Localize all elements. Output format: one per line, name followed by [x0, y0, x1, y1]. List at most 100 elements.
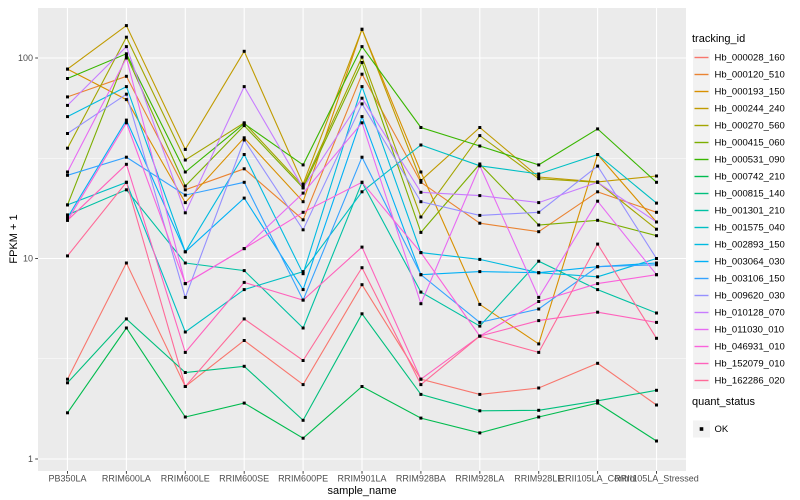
data-point — [301, 184, 305, 188]
data-point — [537, 342, 541, 346]
data-point — [183, 295, 187, 299]
data-point — [655, 403, 658, 407]
data-point — [301, 191, 305, 195]
data-point — [242, 122, 246, 126]
x-tick-label: RRII105LA_Stressed — [614, 474, 699, 484]
data-point — [301, 186, 305, 190]
data-point — [537, 230, 541, 234]
data-point — [301, 228, 305, 232]
data-point — [183, 147, 187, 151]
data-point — [419, 179, 423, 182]
data-point — [655, 273, 658, 277]
data-point — [66, 216, 69, 220]
data-point — [66, 203, 69, 207]
y-tick-label: 10 — [23, 254, 33, 264]
legend-label: Hb_152079_010 — [715, 359, 785, 370]
legend-label: Hb_000415_060 — [715, 138, 785, 149]
legend-label: Hb_002893_150 — [715, 240, 785, 251]
legend-label: Hb_000244_240 — [715, 104, 785, 115]
data-point — [183, 250, 187, 254]
data-point — [537, 295, 541, 299]
data-point — [596, 242, 600, 246]
data-point — [537, 172, 541, 176]
data-point — [478, 334, 482, 338]
data-point — [242, 269, 246, 273]
data-point — [596, 180, 600, 184]
data-point — [66, 377, 69, 381]
data-point — [124, 45, 128, 49]
y-tick-label: 1 — [28, 454, 33, 464]
data-point — [537, 307, 541, 311]
data-point — [537, 300, 541, 303]
legend-label: Hb_000193_150 — [715, 87, 785, 98]
data-point — [655, 234, 658, 238]
data-point — [66, 381, 69, 385]
data-point — [124, 121, 128, 125]
data-point — [242, 49, 246, 53]
data-point — [183, 158, 187, 162]
legend-label: Hb_000120_510 — [715, 70, 785, 81]
data-point — [419, 170, 423, 174]
data-point — [242, 124, 246, 128]
data-point — [419, 190, 423, 194]
data-point — [242, 196, 246, 200]
data-point — [242, 153, 246, 156]
legend-label: Hb_000531_090 — [715, 155, 785, 166]
data-point — [66, 213, 69, 217]
data-point — [66, 146, 69, 150]
x-tick-label: RRIM600LA — [102, 474, 151, 484]
data-point — [301, 163, 305, 167]
data-point — [478, 126, 482, 129]
data-point — [301, 383, 305, 387]
data-point — [301, 418, 305, 422]
data-point — [183, 282, 187, 286]
data-point — [360, 102, 364, 106]
data-point — [183, 350, 187, 354]
x-tick-label: RRIM928LA — [455, 474, 504, 484]
legend-title-quant-status: quant_status — [692, 396, 755, 408]
data-point — [360, 180, 364, 184]
legend-label: Hb_162286_020 — [715, 376, 785, 387]
data-point — [66, 132, 69, 135]
data-point — [66, 103, 69, 107]
data-point — [537, 201, 541, 205]
data-point — [537, 408, 541, 412]
data-point — [242, 180, 246, 184]
data-point — [478, 409, 482, 413]
data-point — [301, 326, 305, 330]
data-point — [242, 288, 246, 292]
data-point — [360, 266, 364, 270]
legend-label: Hb_000270_560 — [715, 121, 785, 132]
data-point — [124, 162, 128, 166]
data-point — [360, 61, 364, 64]
data-point — [360, 283, 364, 287]
data-point — [360, 85, 364, 89]
x-tick-label: RRIM600SE — [219, 474, 269, 484]
data-point — [478, 134, 482, 138]
data-point — [183, 415, 187, 419]
data-point — [655, 261, 658, 265]
data-point — [478, 320, 482, 324]
data-point — [655, 220, 658, 224]
data-point — [360, 190, 364, 194]
data-point — [360, 385, 364, 388]
quant-ok-marker — [699, 427, 704, 431]
data-point — [301, 218, 305, 222]
data-point — [655, 210, 658, 214]
data-point — [183, 261, 187, 265]
data-point — [655, 227, 658, 231]
data-point — [360, 27, 364, 31]
data-point — [242, 136, 246, 140]
data-point — [596, 199, 600, 203]
data-point — [124, 326, 128, 330]
data-point — [419, 251, 423, 255]
legend-label: Hb_009620_030 — [715, 291, 785, 302]
x-tick-label: PB350LA — [48, 474, 86, 484]
data-point — [537, 386, 541, 390]
legend-label: Hb_001301_210 — [715, 206, 785, 217]
data-point — [301, 298, 305, 302]
data-point — [242, 85, 246, 89]
data-point — [124, 155, 128, 159]
data-point — [655, 174, 658, 178]
data-point — [537, 415, 541, 419]
